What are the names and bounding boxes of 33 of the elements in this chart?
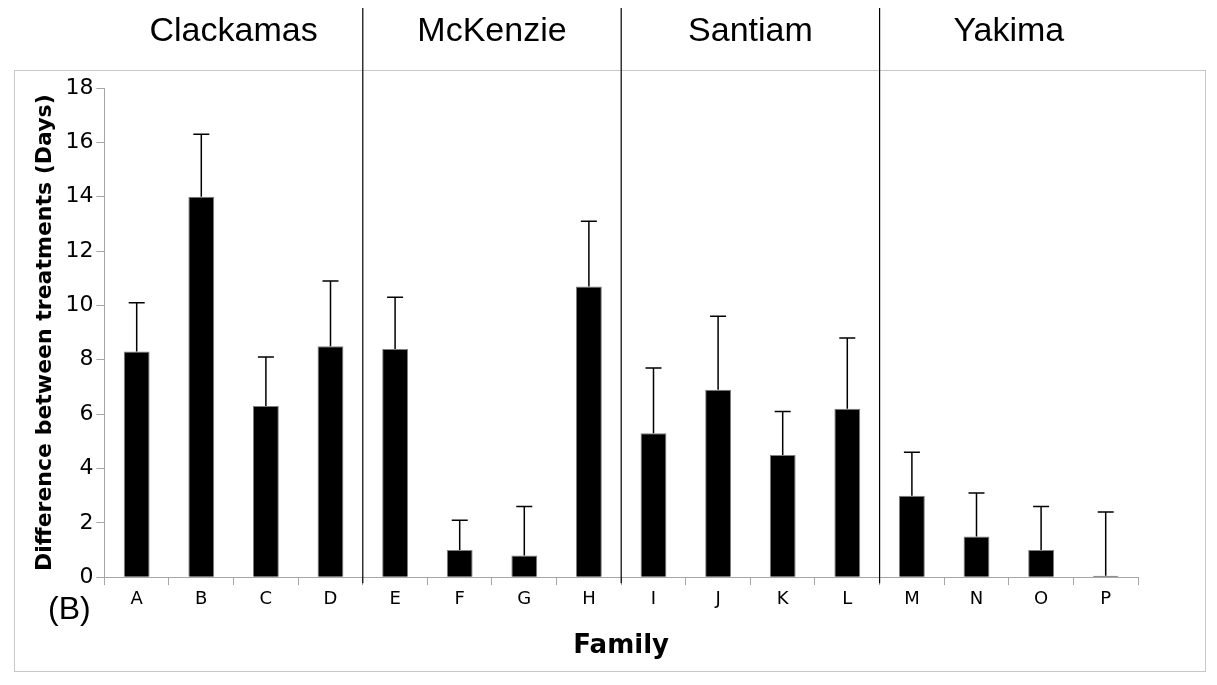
text: Clackamas: [149, 10, 318, 49]
x-tick-label: E: [389, 586, 401, 608]
y-axis-title: Difference between treatments (Days): [30, 94, 56, 571]
x-tick-label: F: [454, 586, 465, 608]
x-tick-label: L: [842, 586, 853, 608]
x-tick-label: A: [130, 586, 144, 608]
x-tick-label: K: [776, 586, 790, 608]
y-tick-label: 0: [79, 562, 94, 588]
x-tick-label: C: [259, 586, 273, 608]
x-tick-label: M: [904, 586, 920, 608]
text: Santiam: [688, 10, 813, 49]
y-tick-label: 14: [65, 182, 94, 208]
y-tick-label: 18: [65, 73, 94, 99]
y-tick-label: 16: [65, 128, 94, 154]
text: Yakima: [953, 10, 1065, 49]
y-tick-label: 6: [79, 399, 94, 425]
y-tick-label: 12: [65, 236, 94, 262]
y-tick-label: 4: [79, 454, 94, 480]
text: McKenzie: [417, 10, 567, 49]
x-tick-label: I: [650, 586, 657, 608]
x-axis-title: Family: [573, 629, 670, 660]
x-tick-label: D: [323, 586, 338, 608]
x-tick-label: J: [714, 586, 721, 608]
x-tick-label: H: [582, 586, 596, 608]
y-tick-label: 8: [79, 345, 94, 371]
x-tick-label: O: [1034, 586, 1049, 608]
x-tick-label: B: [195, 586, 208, 608]
y-tick-label: 2: [79, 508, 94, 534]
x-tick-label: P: [1100, 586, 1112, 608]
text: (B): [48, 589, 91, 626]
x-tick-label: G: [517, 586, 532, 608]
y-tick-label: 10: [65, 291, 94, 317]
x-tick-label: N: [969, 586, 984, 608]
